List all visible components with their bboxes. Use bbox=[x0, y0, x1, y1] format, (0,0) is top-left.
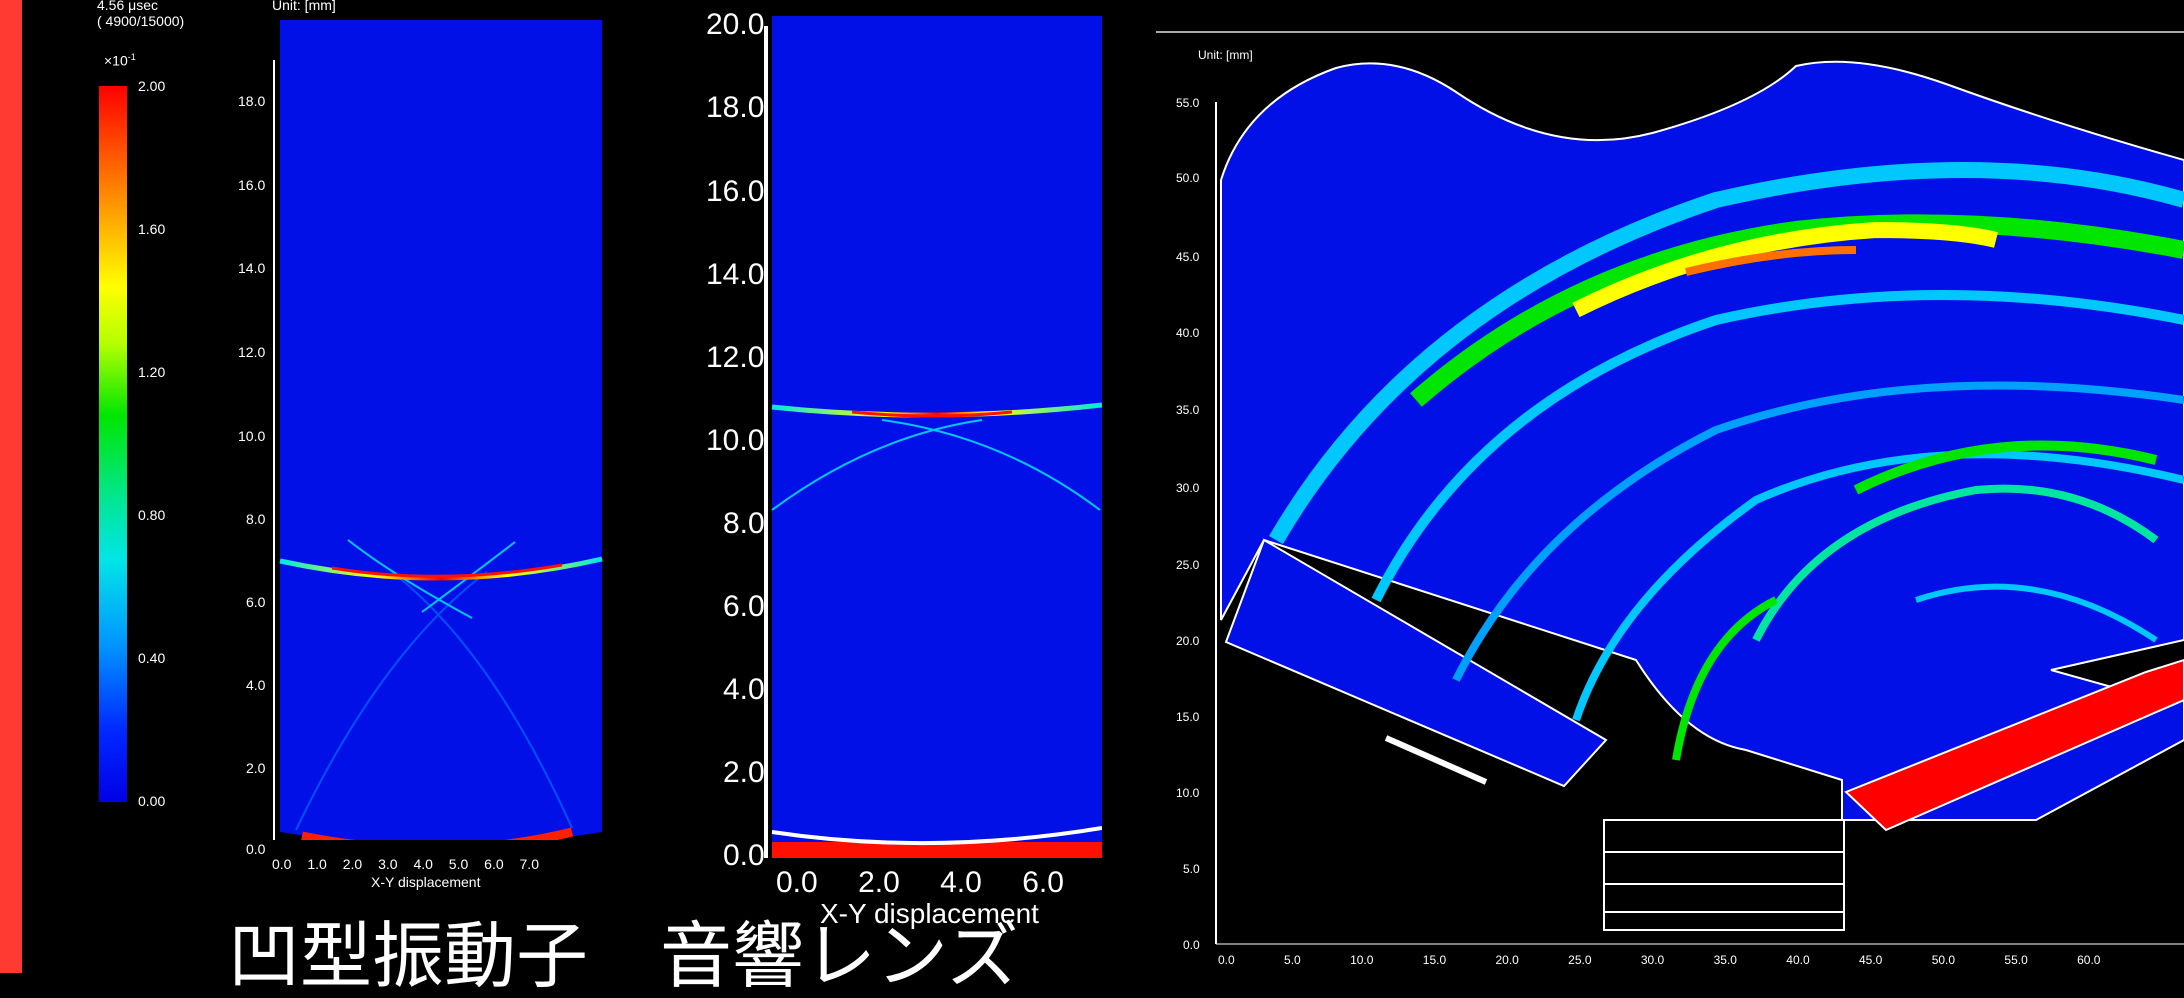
panel3-unit-label: Unit: [mm] bbox=[1198, 48, 1253, 62]
panel1-field bbox=[273, 20, 603, 840]
panel2-ytick: 8.0 bbox=[723, 507, 765, 540]
panel1-ytick: 14.0 bbox=[238, 260, 266, 276]
panel2-ytick: 14.0 bbox=[706, 258, 765, 291]
panel2-ytick: 18.0 bbox=[706, 91, 765, 124]
panel3-ytick: 30.0 bbox=[1176, 481, 1200, 495]
panel2-xlabel: X-Y displacement bbox=[820, 898, 1039, 929]
panel1-xticks: 0.0 1.0 2.0 3.0 4.0 5.0 6.0 7.0 bbox=[272, 856, 539, 872]
panel1-ytick: 10.0 bbox=[238, 428, 266, 444]
panel3-field bbox=[1215, 60, 2184, 945]
panel2-ytick: 6.0 bbox=[723, 590, 765, 623]
panel3-ytick: 45.0 bbox=[1176, 250, 1200, 264]
panel3-xticks: 0.0 5.0 10.0 15.0 20.0 25.0 30.0 35.0 40… bbox=[1218, 953, 2101, 967]
colorbar-tick: 0.00 bbox=[138, 793, 166, 809]
panel1-ytick: 2.0 bbox=[246, 760, 266, 776]
panel1-ytick: 4.0 bbox=[246, 677, 266, 693]
panel2-ytick: 20.0 bbox=[706, 8, 765, 41]
caption: 凹型振動子 音響レンズ bbox=[228, 914, 1019, 998]
panel1-xlabel: X-Y displacement bbox=[371, 874, 481, 890]
panel3-ytick: 5.0 bbox=[1183, 862, 1200, 876]
panel2-ytick: 0.0 bbox=[723, 839, 765, 872]
panel2-ytick: 2.0 bbox=[723, 756, 765, 789]
panel2-ytick: 12.0 bbox=[706, 341, 765, 374]
panel2-ytick: 10.0 bbox=[706, 424, 765, 457]
panel2-xticks: 0.0 2.0 4.0 6.0 bbox=[776, 866, 1064, 899]
panel3-ytick: 10.0 bbox=[1176, 786, 1200, 800]
accent-bar bbox=[0, 0, 22, 973]
colorbar-tick: 1.20 bbox=[138, 364, 166, 380]
colorbar-tick: 0.80 bbox=[138, 507, 166, 523]
panel1-ytick: 8.0 bbox=[246, 511, 266, 527]
panel2-ytick: 16.0 bbox=[706, 175, 765, 208]
panel1-ytick: 6.0 bbox=[246, 594, 266, 610]
panel3-ytick: 35.0 bbox=[1176, 403, 1200, 417]
scale-factor: ×10-1 bbox=[104, 52, 136, 69]
panel2-ytick: 4.0 bbox=[723, 673, 765, 706]
panel1-ytick: 18.0 bbox=[238, 93, 266, 109]
panel1-ytick: 16.0 bbox=[238, 177, 266, 193]
step-readout: ( 4900/15000) bbox=[97, 13, 185, 29]
colorbar-tick: 1.60 bbox=[138, 221, 166, 237]
time-readout: 4.56 μsec bbox=[97, 0, 158, 13]
panel3-ytick: 40.0 bbox=[1176, 326, 1200, 340]
panel1-ytick: 12.0 bbox=[238, 344, 266, 360]
panel3-ytick: 20.0 bbox=[1176, 634, 1200, 648]
panel3-ytick: 15.0 bbox=[1176, 710, 1200, 724]
divider-line bbox=[1156, 31, 2184, 33]
panel2-field bbox=[764, 16, 1102, 858]
panel1-unit-label: Unit: [mm] bbox=[272, 0, 336, 13]
colorbar-tick: 2.00 bbox=[138, 78, 166, 94]
panel3-ytick: 0.0 bbox=[1183, 938, 1200, 952]
panel3-ytick: 55.0 bbox=[1176, 96, 1200, 110]
colorbar-tick: 0.40 bbox=[138, 650, 166, 666]
panel3-ytick: 50.0 bbox=[1176, 171, 1200, 185]
panel3-ytick: 25.0 bbox=[1176, 558, 1200, 572]
panel1-ytick: 0.0 bbox=[246, 841, 266, 857]
colorbar bbox=[99, 86, 127, 802]
